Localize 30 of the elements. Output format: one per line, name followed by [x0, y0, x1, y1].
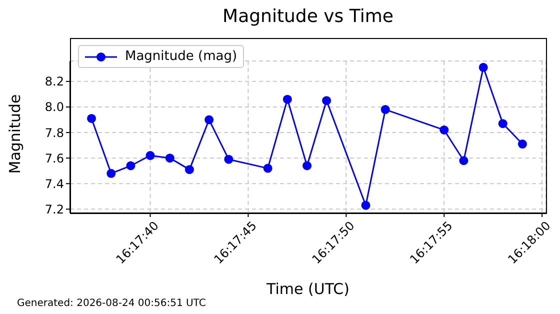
point	[518, 140, 527, 149]
y-tick-label: 7.4	[44, 176, 64, 191]
y-tick-label: 8.0	[44, 100, 64, 114]
point	[282, 94, 292, 104]
point	[498, 119, 508, 128]
point	[440, 125, 449, 134]
point	[322, 96, 332, 106]
point	[87, 114, 96, 123]
y-axis-title: Magnitude	[6, 94, 24, 174]
y-tick-label: 7.8	[44, 126, 64, 140]
text: Generated: 2026-08-24 00:56:51 UTC	[17, 298, 206, 309]
point	[146, 151, 155, 160]
point	[263, 164, 272, 173]
point	[224, 154, 234, 164]
point	[165, 154, 174, 163]
y-tick-label: 7.2	[44, 202, 64, 216]
point	[478, 62, 488, 72]
point	[361, 200, 370, 210]
y-tick-label: 8.2	[44, 74, 64, 89]
y-tick-label: 7.6	[44, 151, 64, 166]
legend-label: Magnitude (mag)	[125, 49, 238, 64]
point	[184, 165, 194, 174]
x-axis-title: Time (UTC)	[266, 280, 350, 298]
point	[106, 168, 116, 178]
point	[302, 161, 312, 170]
point	[459, 156, 468, 166]
point	[204, 115, 214, 124]
point	[380, 105, 390, 114]
chart-title: Magnitude vs Time	[222, 6, 394, 27]
point	[126, 161, 136, 170]
